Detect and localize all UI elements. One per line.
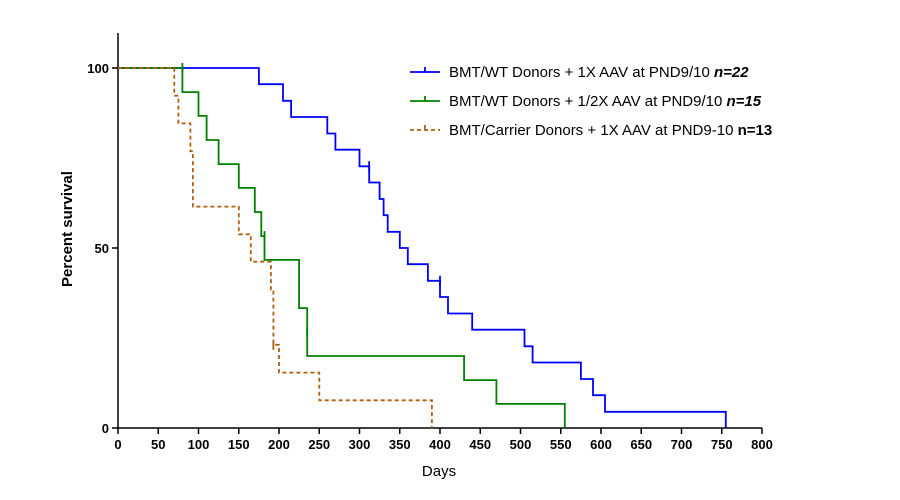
x-tick-label: 700 xyxy=(671,437,693,452)
x-tick-label: 500 xyxy=(510,437,532,452)
legend-entry-1: BMT/WT Donors + 1X AAV at PND9/10 n=22 xyxy=(410,64,749,81)
x-tick-label: 200 xyxy=(268,437,290,452)
x-tick-label: 400 xyxy=(429,437,451,452)
legend: BMT/WT Donors + 1X AAV at PND9/10 n=22BM… xyxy=(410,64,772,139)
x-tick-label: 250 xyxy=(308,437,330,452)
x-tick-label: 300 xyxy=(349,437,371,452)
legend-label: BMT/WT Donors + 1X AAV at PND9/10 n=22 xyxy=(449,64,749,81)
y-tick-label: 100 xyxy=(87,61,109,76)
legend-series-name: BMT/WT Donors + 1/2X AAV at PND9/10 xyxy=(449,93,726,110)
legend-n-label: n=15 xyxy=(726,93,761,110)
x-tick-label: 550 xyxy=(550,437,572,452)
series-line-2 xyxy=(118,67,566,428)
legend-entry-2: BMT/WT Donors + 1/2X AAV at PND9/10 n=15 xyxy=(410,93,762,110)
x-tick-label: 150 xyxy=(228,437,250,452)
legend-series-name: BMT/Carrier Donors + 1X AAV at PND9-10 xyxy=(449,122,738,139)
x-tick-label: 100 xyxy=(188,437,210,452)
legend-series-name: BMT/WT Donors + 1X AAV at PND9/10 xyxy=(449,64,714,81)
x-tick-label: 350 xyxy=(389,437,411,452)
legend-label: BMT/Carrier Donors + 1X AAV at PND9-10 n… xyxy=(449,122,772,139)
legend-label: BMT/WT Donors + 1/2X AAV at PND9/10 n=15 xyxy=(449,93,762,110)
x-tick-label: 600 xyxy=(590,437,612,452)
series-line-3 xyxy=(118,67,433,428)
x-tick-label: 800 xyxy=(751,437,773,452)
plot-area xyxy=(118,63,727,428)
x-tick-label: 450 xyxy=(469,437,491,452)
legend-n-label: n=22 xyxy=(714,64,749,81)
x-tick-label: 750 xyxy=(711,437,733,452)
x-tick-label: 50 xyxy=(151,437,165,452)
legend-entry-3: BMT/Carrier Donors + 1X AAV at PND9-10 n… xyxy=(410,122,772,139)
x-tick-label: 650 xyxy=(630,437,652,452)
x-axis-title: Days xyxy=(422,463,456,480)
series-line-1 xyxy=(118,67,727,428)
y-tick-label: 50 xyxy=(95,241,109,256)
y-axis-title: Percent survival xyxy=(59,171,76,287)
legend-n-label: n=13 xyxy=(738,122,773,139)
y-tick-label: 0 xyxy=(102,421,109,436)
axes: 0 50 100 150 200 250 300 350 400 450 500 550 600 650 7… xyxy=(87,33,773,452)
x-tick-label: 0 xyxy=(114,437,121,452)
